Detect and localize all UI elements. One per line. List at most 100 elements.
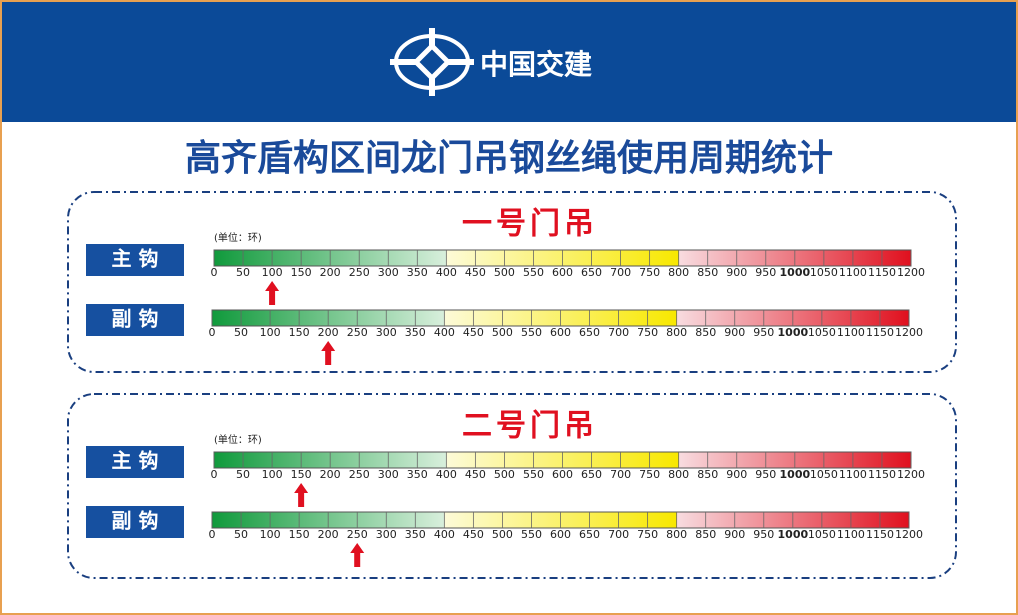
tick-label: 300: [378, 468, 399, 481]
tick-label: 150: [291, 266, 312, 279]
tick-label: 550: [521, 528, 542, 541]
tick-label: 550: [523, 266, 544, 279]
tick-label: 900: [726, 266, 747, 279]
header-band: [2, 2, 1016, 122]
tick-label: 350: [407, 266, 428, 279]
row-label-box: [86, 244, 184, 276]
tick-label: 1000: [778, 326, 809, 339]
panel-border: [67, 393, 957, 579]
tick-label: 500: [492, 326, 513, 339]
tick-label: 400: [436, 468, 457, 481]
title: 高齐盾构区间龙门吊钢丝绳使用周期统计: [185, 138, 833, 179]
tick-label: 750: [637, 528, 658, 541]
tick-label: 450: [465, 468, 486, 481]
tick-label: 850: [695, 528, 716, 541]
tick-label: 350: [405, 326, 426, 339]
tick-label: 100: [260, 528, 281, 541]
tick-label: 500: [494, 266, 515, 279]
tick-label: 750: [639, 468, 660, 481]
tick-label: 200: [320, 266, 341, 279]
tick-label: 750: [637, 326, 658, 339]
row-label: 副 钩: [112, 307, 159, 331]
row-label-box: [86, 446, 184, 478]
tick-label: 350: [407, 468, 428, 481]
tick-label: 650: [579, 528, 600, 541]
usage-arrow: [321, 341, 336, 365]
tick-label: 100: [262, 468, 283, 481]
tick-label: 950: [753, 528, 774, 541]
tick-label: 1150: [866, 528, 894, 541]
tick-label: 900: [724, 528, 745, 541]
tick-label: 250: [349, 266, 370, 279]
tick-label: 900: [724, 326, 745, 339]
tick-label: 800: [668, 468, 689, 481]
tick-label: 0: [211, 468, 218, 481]
tick-label: 300: [376, 528, 397, 541]
tick-label: 800: [668, 266, 689, 279]
tick-label: 850: [695, 326, 716, 339]
tick-label: 950: [755, 266, 776, 279]
row-label: 副 钩: [112, 509, 159, 533]
tick-label: 700: [608, 326, 629, 339]
tick-label: 1050: [808, 528, 836, 541]
tick-label: 550: [523, 468, 544, 481]
tick-label: 950: [753, 326, 774, 339]
tick-label: 400: [434, 326, 455, 339]
tick-label: 1050: [808, 326, 836, 339]
tick-label: 50: [236, 266, 250, 279]
row-label-box: [86, 506, 184, 538]
usage-arrow: [265, 281, 280, 305]
tick-label: 700: [610, 266, 631, 279]
tick-label: 450: [463, 326, 484, 339]
usage-arrow: [350, 543, 365, 567]
panel-title: 二号门吊: [462, 409, 598, 444]
tick-label: 600: [552, 468, 573, 481]
unit-label: (单位：环): [214, 231, 262, 244]
tick-label: 1200: [897, 468, 925, 481]
tick-label: 300: [376, 326, 397, 339]
tick-label: 600: [550, 528, 571, 541]
tick-label: 650: [579, 326, 600, 339]
tick-label: 1150: [868, 266, 896, 279]
brand: 中国交建: [480, 48, 592, 81]
tick-label: 900: [726, 468, 747, 481]
tick-label: 600: [552, 266, 573, 279]
tick-label: 1100: [837, 326, 865, 339]
row-label-box: [86, 304, 184, 336]
tick-label: 700: [608, 528, 629, 541]
usage-arrow: [294, 483, 309, 507]
tick-label: 1050: [810, 266, 838, 279]
tick-label: 850: [697, 266, 718, 279]
tick-label: 950: [755, 468, 776, 481]
tick-label: 500: [494, 468, 515, 481]
tick-label: 800: [666, 326, 687, 339]
tick-label: 50: [234, 326, 248, 339]
tick-label: 650: [581, 266, 602, 279]
tick-label: 150: [289, 326, 310, 339]
tick-label: 0: [209, 326, 216, 339]
tick-label: 1150: [868, 468, 896, 481]
tick-label: 200: [318, 528, 339, 541]
row-label: 主 钩: [112, 247, 159, 271]
tick-label: 50: [234, 528, 248, 541]
tick-label: 1000: [780, 468, 811, 481]
tick-label: 150: [289, 528, 310, 541]
logo: [390, 28, 474, 96]
tick-label: 1100: [837, 528, 865, 541]
tick-label: 1000: [778, 528, 809, 541]
tick-label: 100: [262, 266, 283, 279]
tick-label: 1100: [839, 266, 867, 279]
tick-label: 1200: [895, 326, 923, 339]
tick-label: 400: [436, 266, 457, 279]
tick-label: 1000: [780, 266, 811, 279]
tick-label: 200: [320, 468, 341, 481]
tick-label: 250: [349, 468, 370, 481]
tick-label: 1150: [866, 326, 894, 339]
tick-label: 300: [378, 266, 399, 279]
tick-label: 250: [347, 326, 368, 339]
tick-label: 750: [639, 266, 660, 279]
tick-label: 50: [236, 468, 250, 481]
tick-label: 400: [434, 528, 455, 541]
panel-title: 一号门吊: [462, 207, 598, 242]
